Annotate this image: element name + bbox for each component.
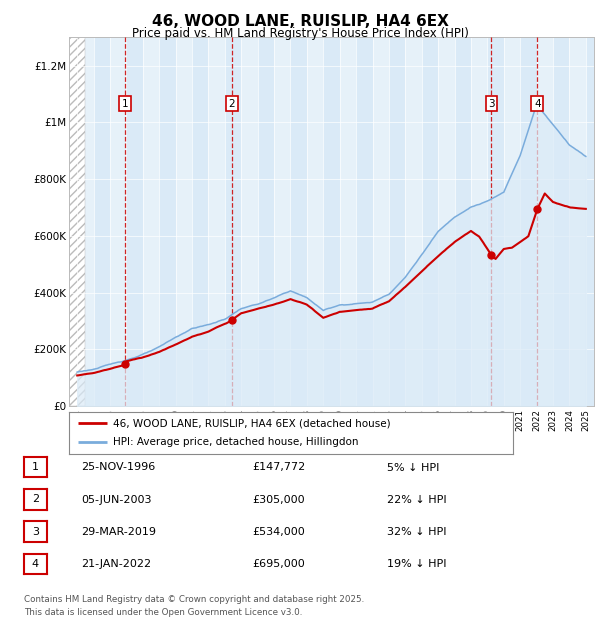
Bar — [208, 37, 225, 406]
Bar — [307, 37, 323, 406]
Bar — [143, 37, 159, 406]
Bar — [69, 37, 85, 406]
Text: 2: 2 — [229, 99, 235, 108]
Text: £695,000: £695,000 — [252, 559, 305, 569]
Text: Price paid vs. HM Land Registry's House Price Index (HPI): Price paid vs. HM Land Registry's House … — [131, 27, 469, 40]
Text: 4: 4 — [32, 559, 39, 569]
Text: HPI: Average price, detached house, Hillingdon: HPI: Average price, detached house, Hill… — [113, 438, 359, 448]
Bar — [77, 37, 94, 406]
Bar — [471, 37, 487, 406]
Text: £534,000: £534,000 — [252, 527, 305, 537]
Text: 25-NOV-1996: 25-NOV-1996 — [81, 463, 155, 472]
Text: £305,000: £305,000 — [252, 495, 305, 505]
Text: 21-JAN-2022: 21-JAN-2022 — [81, 559, 151, 569]
Text: 22% ↓ HPI: 22% ↓ HPI — [387, 495, 446, 505]
Bar — [176, 37, 192, 406]
Bar — [406, 37, 422, 406]
Text: Contains HM Land Registry data © Crown copyright and database right 2025.
This d: Contains HM Land Registry data © Crown c… — [24, 595, 364, 617]
Bar — [241, 37, 257, 406]
Text: 05-JUN-2003: 05-JUN-2003 — [81, 495, 151, 505]
Bar — [504, 37, 520, 406]
Text: 29-MAR-2019: 29-MAR-2019 — [81, 527, 156, 537]
Text: 3: 3 — [488, 99, 495, 108]
Text: £147,772: £147,772 — [252, 463, 305, 472]
Bar — [110, 37, 127, 406]
Text: 1: 1 — [32, 462, 39, 472]
Bar — [536, 37, 553, 406]
Text: 46, WOOD LANE, RUISLIP, HA4 6EX (detached house): 46, WOOD LANE, RUISLIP, HA4 6EX (detache… — [113, 418, 391, 428]
Bar — [340, 37, 356, 406]
Bar — [274, 37, 290, 406]
Text: 2: 2 — [32, 494, 39, 505]
Text: 32% ↓ HPI: 32% ↓ HPI — [387, 527, 446, 537]
Text: 19% ↓ HPI: 19% ↓ HPI — [387, 559, 446, 569]
Bar — [569, 37, 586, 406]
Text: 3: 3 — [32, 526, 39, 537]
Text: 4: 4 — [534, 99, 541, 108]
Text: 46, WOOD LANE, RUISLIP, HA4 6EX: 46, WOOD LANE, RUISLIP, HA4 6EX — [152, 14, 448, 29]
Text: 1: 1 — [121, 99, 128, 108]
Text: 5% ↓ HPI: 5% ↓ HPI — [387, 463, 439, 472]
Bar — [438, 37, 455, 406]
Bar — [373, 37, 389, 406]
